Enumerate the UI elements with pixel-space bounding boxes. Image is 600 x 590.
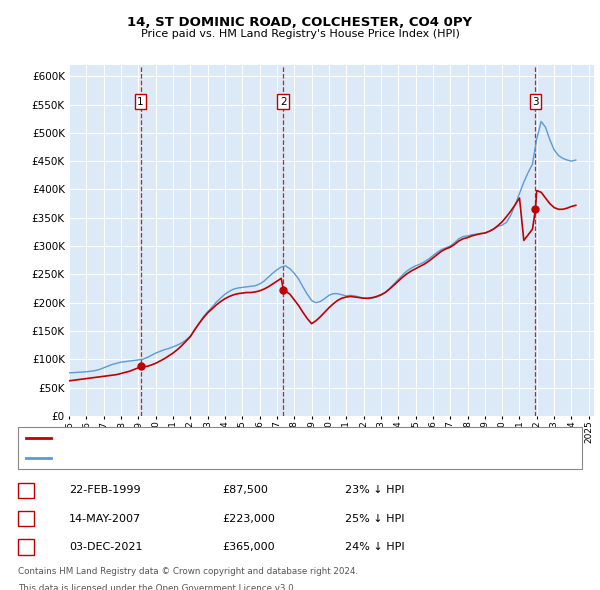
Text: 1: 1 [22,486,29,495]
Text: Contains HM Land Registry data © Crown copyright and database right 2024.: Contains HM Land Registry data © Crown c… [18,566,358,575]
Text: 22-FEB-1999: 22-FEB-1999 [69,486,140,495]
Text: 14, ST DOMINIC ROAD, COLCHESTER, CO4 0PY: 14, ST DOMINIC ROAD, COLCHESTER, CO4 0PY [127,16,473,29]
Text: £87,500: £87,500 [222,486,268,495]
Text: 25% ↓ HPI: 25% ↓ HPI [345,514,404,523]
Text: £365,000: £365,000 [222,542,275,552]
Text: 14-MAY-2007: 14-MAY-2007 [69,514,141,523]
Text: 14, ST DOMINIC ROAD, COLCHESTER, CO4 0PY (detached house): 14, ST DOMINIC ROAD, COLCHESTER, CO4 0PY… [56,433,373,443]
Text: 2: 2 [22,514,29,523]
Text: £223,000: £223,000 [222,514,275,523]
Text: 1: 1 [137,97,144,107]
Text: 3: 3 [532,97,539,107]
Text: 23% ↓ HPI: 23% ↓ HPI [345,486,404,495]
Text: HPI: Average price, detached house, Colchester: HPI: Average price, detached house, Colc… [56,453,289,463]
Text: 24% ↓ HPI: 24% ↓ HPI [345,542,404,552]
Text: Price paid vs. HM Land Registry's House Price Index (HPI): Price paid vs. HM Land Registry's House … [140,30,460,39]
Text: 03-DEC-2021: 03-DEC-2021 [69,542,143,552]
Text: 2: 2 [280,97,287,107]
Text: 3: 3 [22,542,29,552]
Text: This data is licensed under the Open Government Licence v3.0.: This data is licensed under the Open Gov… [18,584,296,590]
